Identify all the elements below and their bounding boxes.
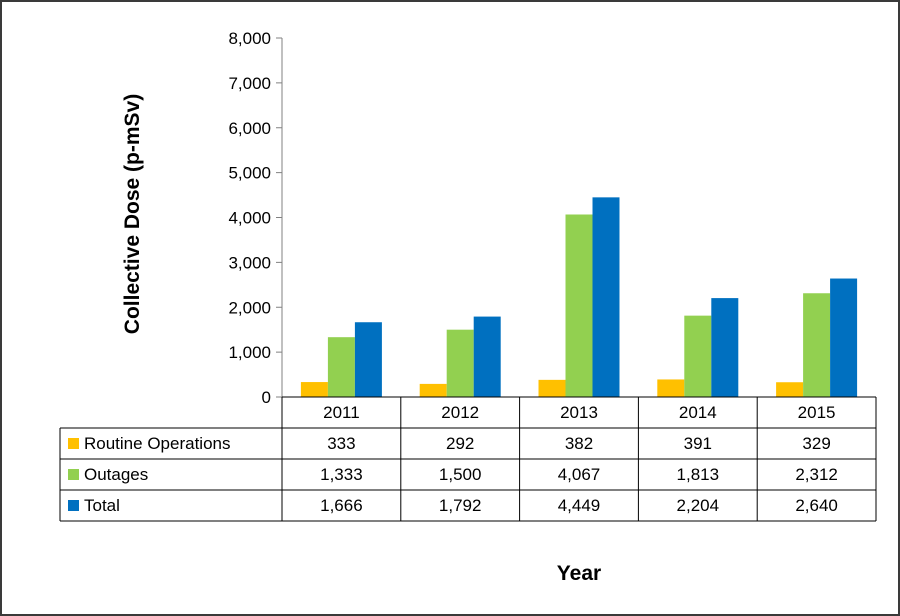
category-label: 2015 [798, 403, 836, 422]
data-label: 4,067 [558, 465, 601, 484]
bar [830, 278, 858, 397]
bar [684, 315, 712, 397]
data-label: 4,449 [558, 496, 601, 515]
bar [354, 322, 382, 397]
y-tick-label: 4,000 [228, 209, 271, 228]
y-tick-label: 3,000 [228, 253, 271, 272]
y-tick-label: 8,000 [228, 29, 271, 48]
bar [538, 379, 566, 397]
data-label: 292 [446, 434, 474, 453]
y-axis-title: Collective Dose (p-mSv) [121, 94, 144, 334]
legend-key [68, 500, 79, 511]
data-label: 1,500 [439, 465, 482, 484]
bar [592, 197, 620, 397]
legend-key [68, 438, 79, 449]
bar [803, 293, 831, 397]
y-tick-label: 0 [262, 388, 271, 407]
bar [776, 382, 804, 397]
data-label: 1,813 [677, 465, 720, 484]
legend-label: Routine Operations [84, 434, 230, 453]
bar [565, 214, 593, 397]
data-label: 333 [327, 434, 355, 453]
data-label: 329 [802, 434, 830, 453]
x-axis-title: Year [557, 562, 601, 585]
y-tick-label: 5,000 [228, 164, 271, 183]
category-label: 2012 [441, 403, 479, 422]
data-label: 391 [684, 434, 712, 453]
data-label: 1,666 [320, 496, 363, 515]
bar [419, 383, 447, 397]
bar [446, 329, 474, 397]
y-tick-label: 6,000 [228, 119, 271, 138]
bar [473, 316, 501, 397]
category-label: 2013 [560, 403, 598, 422]
category-label: 2011 [323, 403, 360, 422]
legend-label: Total [84, 496, 120, 515]
legend-key [68, 469, 79, 480]
bar [300, 382, 328, 397]
data-label: 1,333 [320, 465, 363, 484]
y-tick-label: 1,000 [228, 343, 271, 362]
data-label: 2,204 [677, 496, 720, 515]
bar [657, 379, 685, 397]
y-tick-label: 7,000 [228, 74, 271, 93]
data-label: 1,792 [439, 496, 482, 515]
data-label: 2,640 [795, 496, 838, 515]
bar [327, 337, 355, 397]
data-label: 2,312 [795, 465, 838, 484]
data-label: 382 [565, 434, 593, 453]
category-label: 2014 [679, 403, 717, 422]
legend-label: Outages [84, 465, 148, 484]
bar [711, 298, 739, 397]
y-tick-label: 2,000 [228, 298, 271, 317]
